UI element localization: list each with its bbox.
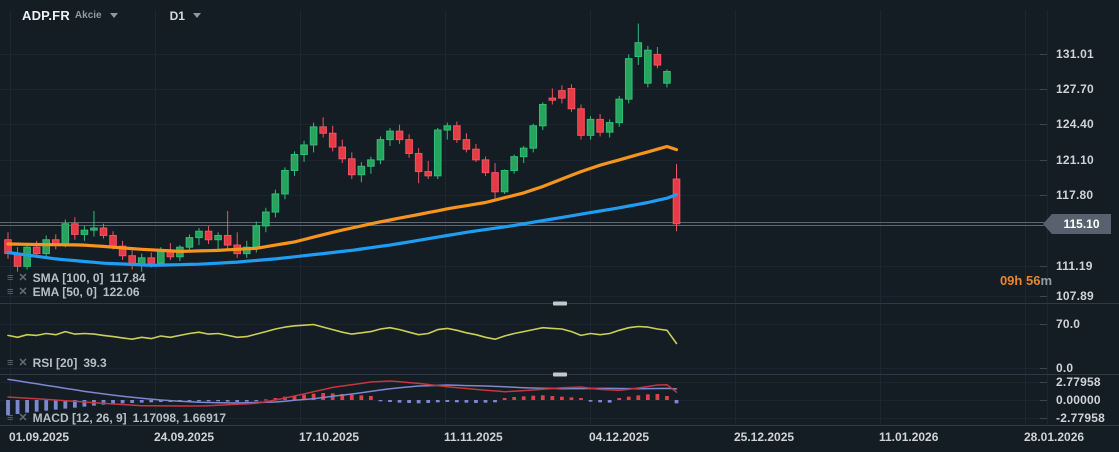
- macd-indicator-value: 1.17098, 1.66917: [132, 411, 227, 425]
- price-axis-label: 127.70: [1056, 82, 1094, 96]
- sma-indicator-row: ≡ ✕ SMA [100, 0] 117.84: [7, 271, 146, 285]
- settings-icon[interactable]: ≡: [7, 356, 14, 369]
- panel-resize-handle[interactable]: [553, 301, 567, 306]
- price-axis-label: 111.19: [1056, 259, 1093, 273]
- price-axis-label: 121.10: [1056, 153, 1094, 167]
- rsi-indicator-value: 39.3: [83, 356, 107, 370]
- countdown-value: 09h 56: [999, 273, 1041, 288]
- time-axis-label: 25.12.2025: [734, 430, 795, 444]
- macd-axis-label: 0.00000: [1056, 393, 1101, 407]
- countdown-timer: 09h 56m: [1000, 273, 1052, 288]
- price-axis-label: 117.80: [1056, 188, 1094, 202]
- chevron-down-icon: [192, 13, 201, 18]
- settings-icon[interactable]: ≡: [7, 411, 14, 424]
- ema-indicator-label: EMA [50, 0]: [32, 285, 97, 299]
- macd-axis-label: 2.77958: [1056, 375, 1101, 389]
- ema-indicator-value: 122.06: [102, 285, 140, 299]
- time-axis-label: 01.09.2025: [9, 430, 70, 444]
- price-axis-label: 131.01: [1056, 47, 1094, 61]
- settings-icon[interactable]: ≡: [7, 271, 14, 284]
- time-axis-label: 11.01.2026: [879, 430, 939, 444]
- settings-icon[interactable]: ≡: [7, 285, 14, 298]
- timeframe-selector[interactable]: D1: [170, 9, 201, 23]
- close-icon[interactable]: ✕: [18, 285, 28, 298]
- timeframe-label: D1: [169, 8, 185, 23]
- chevron-down-icon: [109, 13, 118, 18]
- instrument-type-label: Akcie: [74, 10, 102, 21]
- time-axis-label: 28.01.2026: [1024, 430, 1085, 444]
- close-icon[interactable]: ✕: [18, 356, 28, 369]
- macd-axis-label: -2.77958: [1056, 411, 1105, 425]
- symbol-label: ADP.FR: [22, 8, 70, 23]
- sma-indicator-value: 117.84: [109, 271, 146, 285]
- time-axis-label: 04.12.2025: [589, 430, 650, 444]
- current-price-badge: 115.10: [1043, 214, 1111, 234]
- rsi-indicator-label: RSI [20]: [32, 356, 78, 370]
- rsi-axis-label: 0.0: [1056, 361, 1074, 375]
- macd-indicator-row: ≡ ✕ MACD [12, 26, 9] 1.17098, 1.66917: [7, 411, 226, 425]
- countdown-unit: m: [1040, 273, 1052, 288]
- panel-resize-handle[interactable]: [553, 372, 567, 377]
- price-axis-label: 107.89: [1056, 289, 1094, 303]
- ema-indicator-row: ≡ ✕ EMA [50, 0] 122.06: [7, 285, 140, 299]
- symbol-selector[interactable]: ADP.FR Akcie: [22, 8, 118, 23]
- time-axis-label: 24.09.2025: [154, 430, 215, 444]
- price-axis-label: 124.40: [1056, 117, 1094, 131]
- sma-indicator-label: SMA [100, 0]: [32, 271, 104, 285]
- time-axis-label: 11.11.2025: [444, 430, 503, 444]
- time-axis-label: 17.10.2025: [299, 430, 360, 444]
- rsi-axis-label: 70.0: [1056, 317, 1081, 331]
- macd-indicator-label: MACD [12, 26, 9]: [32, 411, 127, 425]
- close-icon[interactable]: ✕: [18, 271, 28, 284]
- chart-header: ADP.FR Akcie D1: [22, 8, 201, 23]
- rsi-indicator-row: ≡ ✕ RSI [20] 39.3: [7, 356, 107, 370]
- close-icon[interactable]: ✕: [18, 411, 28, 424]
